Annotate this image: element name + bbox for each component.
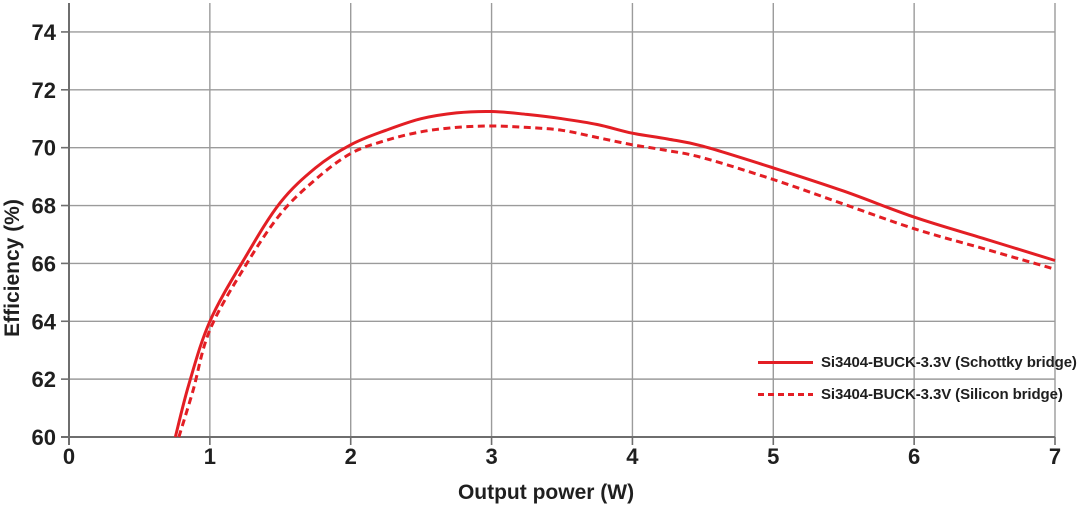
legend-label-schottky: Si3404-BUCK-3.3V (Schottky bridge) xyxy=(821,353,1077,371)
x-tick-label-6: 6 xyxy=(908,444,920,469)
series-line-silicon xyxy=(177,124,1056,438)
x-axis-title: Output power (W) xyxy=(457,481,635,504)
series-line-schottky xyxy=(173,109,1056,438)
y-tick-label-70: 70 xyxy=(32,136,56,161)
y-tick-label-66: 66 xyxy=(32,251,56,276)
x-tick-label-1: 1 xyxy=(204,444,216,469)
y-tick-label-68: 68 xyxy=(32,194,56,219)
x-tick-label-3: 3 xyxy=(485,444,497,469)
y-tick-label-62: 62 xyxy=(32,367,56,392)
x-tick-label-4: 4 xyxy=(626,444,639,469)
x-tick-label-5: 5 xyxy=(767,444,779,469)
y-tick-label-60: 60 xyxy=(32,425,56,450)
solid-line-icon xyxy=(758,360,813,364)
x-tick-label-7: 7 xyxy=(1049,444,1061,469)
y-axis-title: Efficiency (%) xyxy=(1,199,24,337)
x-tick-label-0: 0 xyxy=(63,444,75,469)
legend-item-schottky: Si3404-BUCK-3.3V (Schottky bridge) xyxy=(758,346,1077,378)
legend-item-silicon: Si3404-BUCK-3.3V (Silicon bridge) xyxy=(758,378,1077,410)
y-tick-label-72: 72 xyxy=(32,78,56,103)
y-tick-label-64: 64 xyxy=(32,309,57,334)
x-tick-label-2: 2 xyxy=(345,444,357,469)
legend: Si3404-BUCK-3.3V (Schottky bridge) Si340… xyxy=(758,346,1077,410)
y-tick-label-74: 74 xyxy=(32,20,57,45)
legend-label-silicon: Si3404-BUCK-3.3V (Silicon bridge) xyxy=(821,385,1063,403)
dashed-line-icon xyxy=(758,392,813,396)
